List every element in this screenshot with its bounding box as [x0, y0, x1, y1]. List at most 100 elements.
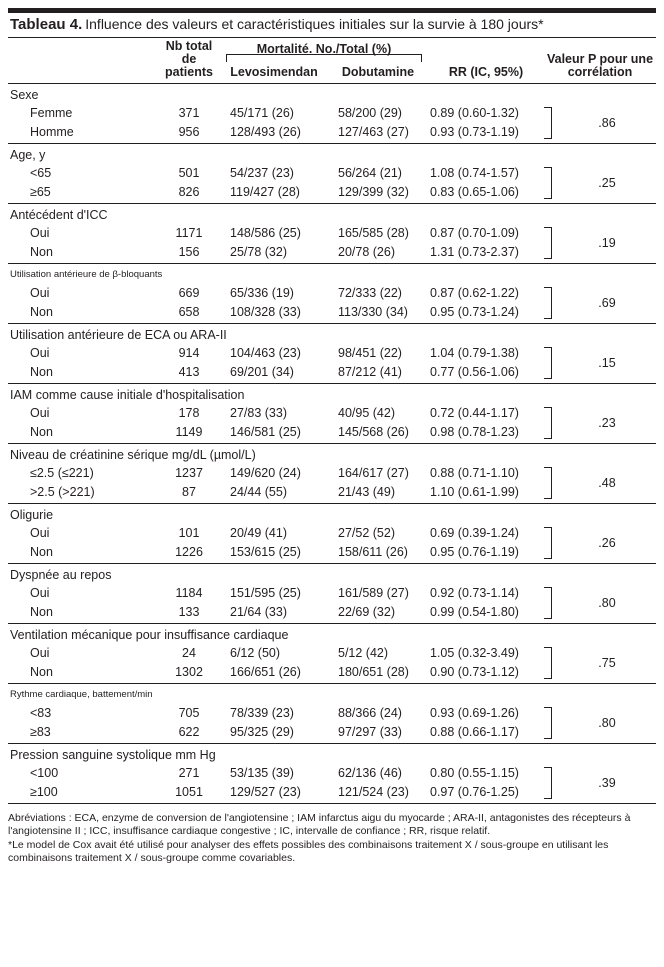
total-patients: 133	[178, 604, 200, 619]
dobutamine: 127/463 (27)	[338, 124, 409, 139]
group-label: Oligurie	[10, 508, 54, 522]
p-value: .69	[598, 296, 616, 310]
group: Sexe Femme 371 45/171 (26) 58/200 (29) 0.89 (…	[8, 84, 656, 144]
row-label: Non	[30, 364, 53, 379]
blank	[544, 504, 656, 524]
p-value: .80	[598, 596, 616, 610]
levosimendan: 153/615 (25)	[230, 544, 301, 559]
bracket-cell	[544, 343, 558, 384]
row-label: Oui	[30, 345, 50, 360]
row-label: ≥65	[30, 184, 51, 199]
group-label: Pression sanguine systolique mm Hg	[10, 748, 216, 762]
total-patients: 413	[178, 364, 200, 379]
row-label: ≥100	[30, 784, 58, 799]
top-rule	[8, 8, 656, 13]
dobutamine: 62/136 (46)	[338, 765, 402, 780]
bracket	[544, 107, 552, 139]
relative-risk: 0.88 (0.66-1.17)	[430, 724, 519, 739]
group-label-row: Niveau de créatinine sérique mg/dL (µmol…	[8, 444, 656, 464]
row-label: Oui	[30, 525, 50, 540]
group-label-row: Age, y	[8, 144, 656, 164]
data-row: Oui 914 104/463 (23) 98/451 (22) 1.04 (0.79-…	[8, 343, 656, 379]
table-header: Nb total de patients Mortalité. No./Tota…	[8, 38, 656, 84]
levosimendan: 78/339 (23)	[230, 705, 294, 720]
total-patients: 371	[178, 105, 200, 120]
bracket-cell	[544, 523, 558, 564]
group-label-row: Oligurie	[8, 504, 656, 524]
data-row: ≤2.5 (≤221) 1237 149/620 (24) 164/617 (27) 0…	[8, 463, 656, 499]
group-label-row: Rythme cardiaque, battement/min	[8, 684, 656, 704]
levosimendan: 20/49 (41)	[230, 525, 287, 540]
group: Oligurie Oui 101 20/49 (41) 27/52 (52) 0.69 (…	[8, 504, 656, 564]
row-label: Homme	[30, 124, 74, 139]
bracket	[544, 287, 552, 319]
levosimendan: 149/620 (24)	[230, 465, 301, 480]
relative-risk: 0.95 (0.76-1.19)	[430, 544, 519, 559]
bracket	[544, 467, 552, 499]
levosimendan: 151/595 (25)	[230, 585, 301, 600]
bracket-cell	[544, 763, 558, 804]
levosimendan: 69/201 (34)	[230, 364, 294, 379]
row-label: Femme	[30, 105, 73, 120]
data-row: ≥65 826 119/427 (28) 129/399 (32) 0.83 (0.65…	[8, 182, 656, 204]
total-patients: 956	[178, 124, 200, 139]
row-label: Non	[30, 544, 53, 559]
relative-risk: 0.72 (0.44-1.17)	[430, 405, 519, 420]
bracket	[544, 587, 552, 619]
p-value: .75	[598, 656, 616, 670]
levosimendan: 54/237 (23)	[230, 165, 294, 180]
levosimendan: 27/83 (33)	[230, 405, 287, 420]
relative-risk: 0.95 (0.73-1.24)	[430, 304, 519, 319]
bracket	[544, 707, 552, 739]
bracket	[544, 347, 552, 379]
total-patients: 1226	[175, 544, 203, 559]
bracket	[544, 227, 552, 259]
dobutamine: 20/78 (26)	[338, 244, 395, 259]
table: Nb total de patients Mortalité. No./Tota…	[8, 38, 656, 804]
row-label: Oui	[30, 405, 50, 420]
data-row: Oui 178 27/83 (33) 40/95 (42) 0.72 (0.44-1.1…	[8, 403, 656, 439]
p-value: .15	[598, 356, 616, 370]
row-label: <65	[30, 165, 52, 180]
total-patients: 1171	[175, 225, 203, 240]
group: Age, y <65 501 54/237 (23) 56/264 (21) 1.08 (…	[8, 144, 656, 204]
mortality-bracket	[226, 54, 422, 62]
document: Tableau 4. Influence des valeurs et carac…	[8, 8, 656, 865]
relative-risk: 0.77 (0.56-1.06)	[430, 364, 519, 379]
header-sub: Levosimendan Dobutamine	[220, 62, 428, 83]
title: Tableau 4. Influence des valeurs et carac…	[8, 13, 656, 38]
relative-risk: 0.98 (0.78-1.23)	[430, 424, 519, 439]
dobutamine: 129/399 (32)	[338, 184, 409, 199]
data-row: Non 1302 166/651 (26) 180/651 (28) 0.90 (0.7…	[8, 662, 656, 684]
data-row: Femme 371 45/171 (26) 58/200 (29) 0.89 (0.60…	[8, 103, 656, 139]
group: Rythme cardiaque, battement/min <83 705 78/…	[8, 684, 656, 744]
bracket	[544, 767, 552, 799]
levosimendan: 119/427 (28)	[230, 184, 300, 199]
blank	[544, 264, 656, 284]
p-value: .48	[598, 476, 616, 490]
row-label: Oui	[30, 645, 50, 660]
group-label-row: Pression sanguine systolique mm Hg	[8, 744, 656, 764]
levosimendan: 128/493 (26)	[230, 124, 301, 139]
header-blank	[8, 38, 158, 84]
bracket-cell	[544, 703, 558, 744]
group-label: Dyspnée au repos	[10, 568, 112, 582]
group-label-row: IAM comme cause initiale d'hospitalisati…	[8, 384, 656, 404]
total-patients: 1302	[175, 664, 203, 679]
total-patients: 101	[178, 525, 200, 540]
relative-risk: 0.80 (0.55-1.15)	[430, 765, 519, 780]
dobutamine: 58/200 (29)	[338, 105, 402, 120]
total-patients: 156	[178, 244, 200, 259]
data-row: Non 133 21/64 (33) 22/69 (32) 0.99 (0.54-1.8…	[8, 602, 656, 624]
data-row: Non 658 108/328 (33) 113/330 (34) 0.95 (0.73…	[8, 302, 656, 324]
data-row: Oui 669 65/336 (19) 72/333 (22) 0.87 (0.62-1…	[8, 283, 656, 319]
blank	[544, 564, 656, 584]
group: Utilisation antérieure de ECA ou ARA-II O…	[8, 324, 656, 384]
relative-risk: 0.90 (0.73-1.12)	[430, 664, 519, 679]
blank	[544, 444, 656, 464]
data-row: >2.5 (>221) 87 24/44 (55) 21/43 (49) 1.10 (0…	[8, 482, 656, 504]
data-row: <65 501 54/237 (23) 56/264 (21) 1.08 (0.74-1…	[8, 163, 656, 199]
row-label: Non	[30, 664, 53, 679]
bracket-cell	[544, 463, 558, 504]
p-value: .80	[598, 716, 616, 730]
